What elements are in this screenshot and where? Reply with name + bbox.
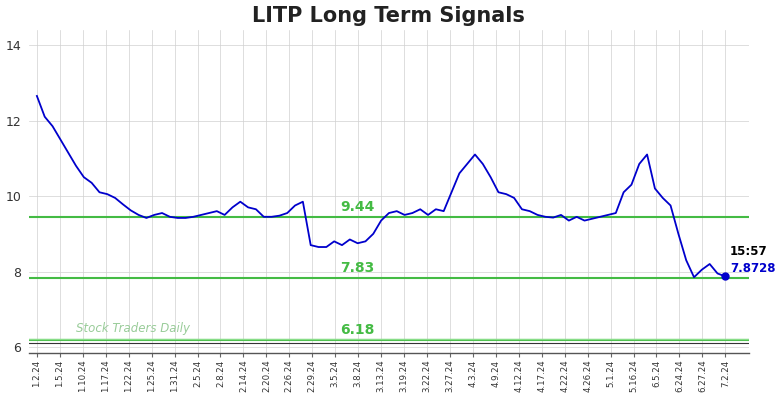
- Text: 7.83: 7.83: [340, 261, 374, 275]
- Text: 6.18: 6.18: [340, 323, 374, 337]
- Text: 15:57: 15:57: [730, 245, 768, 258]
- Text: Stock Traders Daily: Stock Traders Daily: [76, 322, 190, 335]
- Title: LITP Long Term Signals: LITP Long Term Signals: [252, 6, 525, 25]
- Text: 9.44: 9.44: [340, 200, 374, 214]
- Text: 7.8728: 7.8728: [730, 261, 775, 275]
